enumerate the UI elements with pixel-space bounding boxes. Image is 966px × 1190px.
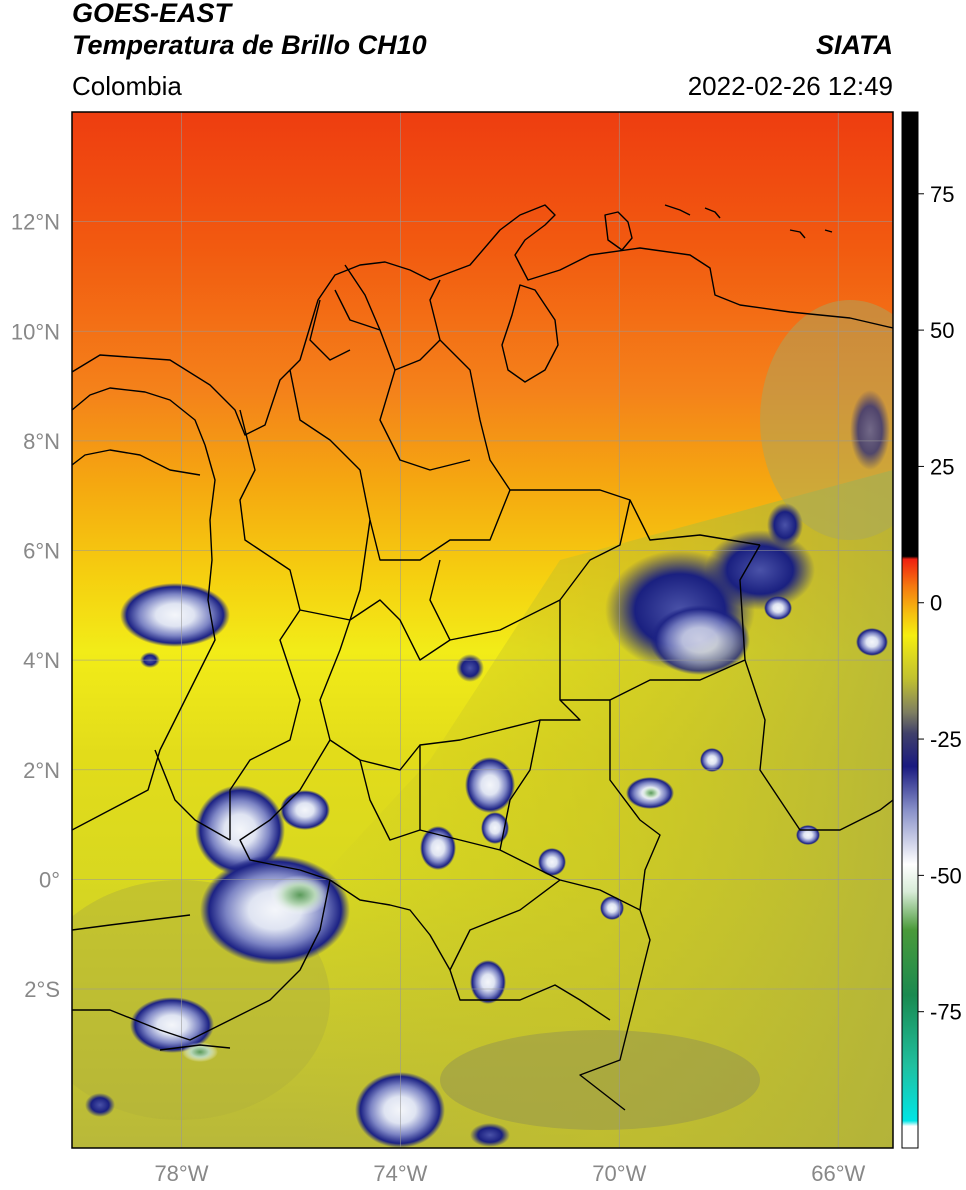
colorbar-tick-label: 25 — [930, 454, 954, 479]
cloud-cell — [120, 583, 230, 647]
map-frame — [71, 111, 894, 1149]
colorbar-tick-label: -25 — [930, 727, 962, 752]
cloud-cell — [420, 826, 456, 870]
lon-tick-label: 70°W — [592, 1161, 646, 1186]
colorbar-tick-label: 0 — [930, 591, 942, 616]
cloud-core — [641, 786, 661, 800]
lon-tick-label: 78°W — [154, 1161, 208, 1186]
colombia-peru-border — [299, 869, 611, 1021]
island — [824, 229, 833, 233]
lat-tick-label: 2°S — [24, 977, 60, 1002]
island — [664, 204, 691, 216]
department-border — [334, 289, 381, 331]
cloud-cell — [465, 757, 515, 813]
colombia-brazil-border — [579, 544, 761, 1111]
lon-tick-label: 66°W — [811, 1161, 865, 1186]
department-border — [289, 369, 511, 561]
department-border — [229, 409, 301, 840]
department-border — [379, 369, 471, 471]
colombia-venezuela-border-south — [419, 499, 631, 830]
cloud-cell — [700, 748, 724, 772]
map-area — [72, 112, 893, 1148]
department-border — [499, 719, 541, 851]
cloud-cell — [456, 654, 484, 682]
cloud-cell — [280, 790, 330, 830]
colombia-venezuela-border-east — [439, 339, 761, 546]
latitude-tick-labels: 12°N 10°N 8°N 6°N 4°N 2°N 0° 2°S — [11, 210, 60, 1002]
cloud-cell — [470, 960, 506, 1004]
cloud-cell — [200, 855, 350, 965]
colorbar-tick-label: 75 — [930, 182, 954, 207]
island — [789, 229, 806, 239]
cloud-cell — [764, 596, 792, 620]
coastline-north — [72, 204, 893, 436]
colombia-venezuela-border-north — [344, 264, 441, 371]
lon-tick-label: 74°W — [373, 1161, 427, 1186]
colorbar-ticks: 75 50 25 0 -25 -50 -75 — [918, 182, 962, 1025]
datetime-label: 2022-02-26 12:49 — [687, 71, 893, 101]
colorbar-gradient — [902, 112, 918, 1148]
department-border — [239, 739, 331, 871]
colombia-south-border — [419, 829, 641, 911]
department-border — [154, 749, 231, 841]
department-border — [72, 449, 201, 476]
department-border — [72, 914, 191, 931]
lat-tick-label: 12°N — [11, 210, 60, 235]
department-border — [309, 299, 351, 361]
region-label: Colombia — [72, 71, 182, 101]
cloud-cell — [600, 896, 624, 920]
department-border — [319, 519, 421, 771]
cloud-cell — [705, 530, 815, 610]
gridlines — [72, 112, 893, 1148]
lat-tick-label: 8°N — [23, 429, 60, 454]
title-satellite: GOES-EAST — [72, 0, 232, 28]
lat-tick-label: 2°N — [23, 758, 60, 783]
cloud-cell — [481, 812, 509, 844]
colorbar: 75 50 25 0 -25 -50 -75 — [901, 111, 962, 1149]
department-border — [359, 759, 421, 841]
cloud-core — [182, 1042, 218, 1062]
colorbar-tick-label: 50 — [930, 318, 954, 343]
department-border — [299, 599, 451, 661]
cloud-cell — [856, 628, 888, 656]
department-border — [449, 879, 561, 971]
lake-maracaibo — [501, 284, 559, 383]
cloud-cell — [767, 503, 803, 547]
ecuador-peru-border — [72, 879, 331, 1041]
cloud-cell — [85, 1093, 115, 1117]
cloud-cell — [650, 605, 750, 675]
dark-region-south — [440, 1030, 760, 1130]
coastline-panama-south — [72, 387, 206, 446]
cloud-cell — [850, 390, 890, 470]
political-borders — [72, 204, 893, 1111]
title-product: Temperatura de Brillo CH10 — [72, 30, 427, 60]
cloud-cells — [85, 390, 890, 1148]
cloud-cell — [538, 848, 566, 876]
colorbar-tick-label: -50 — [930, 863, 962, 888]
colorbar-tick-label: -75 — [930, 1000, 962, 1025]
island-margarita — [604, 211, 633, 251]
ecuador-border-south — [159, 1044, 231, 1051]
lat-tick-label: 10°N — [11, 319, 60, 344]
venezuela-brazil-border — [744, 659, 893, 831]
longitude-tick-labels: 78°W 74°W 70°W 66°W — [154, 1161, 865, 1186]
olive-region-northeast — [760, 300, 893, 540]
cloud-core — [270, 875, 330, 915]
colorbar-frame — [901, 111, 919, 1149]
cloud-cell — [470, 1123, 510, 1147]
organization-label: SIATA — [816, 30, 893, 60]
lat-tick-label: 0° — [39, 867, 60, 892]
lat-tick-label: 6°N — [23, 539, 60, 564]
cloud-cell — [796, 825, 820, 845]
island — [704, 207, 721, 219]
cloud-cell — [195, 785, 285, 875]
colombia-pacific-coast — [72, 444, 216, 831]
lat-tick-label: 4°N — [23, 648, 60, 673]
